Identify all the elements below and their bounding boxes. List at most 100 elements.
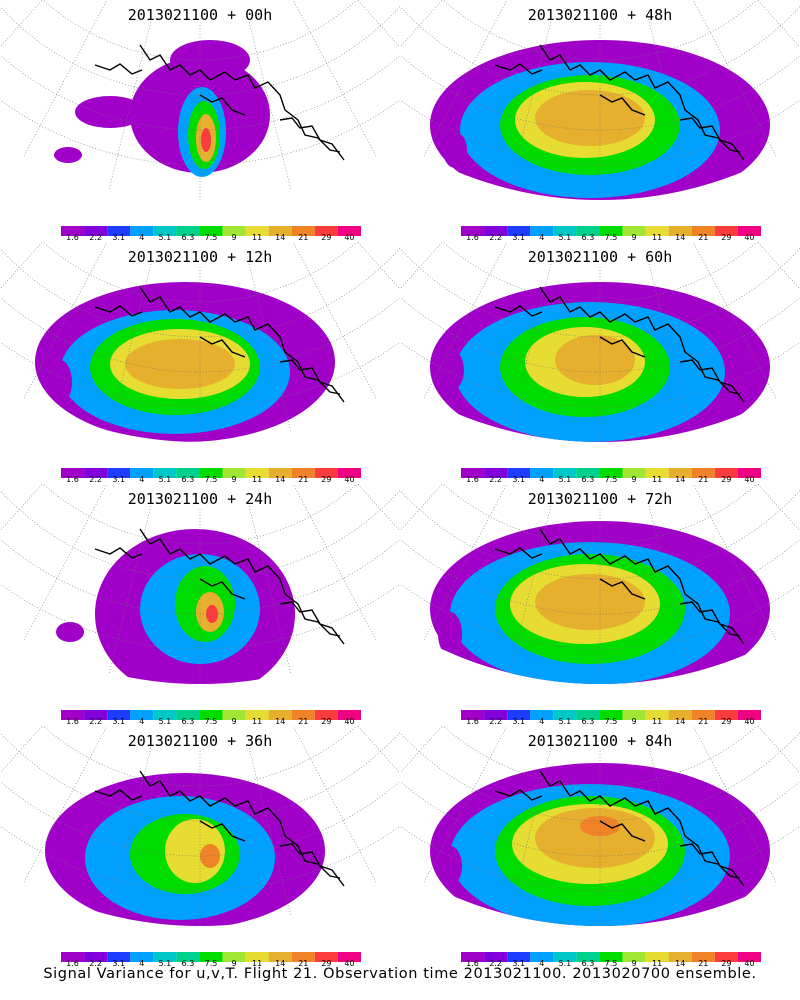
colorbar-label: 6.3 <box>581 717 595 726</box>
variance-contour <box>535 90 645 146</box>
colorbar-label: 3.1 <box>512 959 526 968</box>
colorbar-label: 40 <box>344 717 355 726</box>
colorbar: 1.6 2.2 3.1 4 5.1 6.3 7.5 9 11 14 21 29 40 <box>460 222 762 245</box>
colorbar-label: 21 <box>298 233 309 242</box>
colorbar-swatch <box>84 226 108 236</box>
coastlines <box>494 528 745 645</box>
colorbar-swatch <box>530 952 554 962</box>
colorbar-label: 40 <box>744 233 755 242</box>
colorbar-swatch <box>507 710 531 720</box>
colorbar-label: 9 <box>231 233 237 242</box>
colorbar-label: 6.3 <box>581 233 595 242</box>
colorbar-swatch <box>84 468 108 478</box>
map-field <box>0 484 400 685</box>
variance-contour <box>48 842 72 874</box>
colorbar-swatch <box>645 468 669 478</box>
colorbar-swatch <box>553 468 577 478</box>
colorbar-label: 3.1 <box>512 233 526 242</box>
map-panel: 2013021100 + 00h 1.6 2.2 3.1 4 5.1 6.3 7.5 9 11 14… <box>0 0 400 250</box>
colorbar-swatch <box>553 710 577 720</box>
coastlines <box>94 286 345 403</box>
colorbar-label: 5.1 <box>558 475 572 484</box>
variance-contour <box>48 360 72 404</box>
colorbar-label: 2.2 <box>89 717 102 726</box>
colorbar-swatch <box>337 468 361 478</box>
graticule <box>0 0 400 200</box>
graticule <box>400 242 800 442</box>
colorbar-swatch <box>507 468 531 478</box>
colorbar-swatch <box>576 710 600 720</box>
colorbar-swatch <box>268 710 292 720</box>
colorbar-swatch <box>268 468 292 478</box>
colorbar-swatch <box>107 226 131 236</box>
map-field <box>0 726 400 927</box>
panel-title: 2013021100 + 36h <box>127 732 273 750</box>
coastlines <box>94 528 345 645</box>
colorbar-label: 29 <box>321 959 332 968</box>
colorbar-swatch <box>130 952 154 962</box>
colorbar-swatch <box>668 952 692 962</box>
map-field <box>400 242 800 443</box>
colorbar: 1.6 2.2 3.1 4 5.1 6.3 7.5 9 11 14 21 29 40 <box>60 464 362 487</box>
colorbar-label: 5.1 <box>558 233 572 242</box>
colorbar-label: 7.5 <box>604 475 618 484</box>
colorbar-label: 40 <box>744 475 755 484</box>
map-panel: 2013021100 + 48h 1.6 2.2 3.1 4 5.1 6.3 7.5 9 11 14… <box>400 0 800 250</box>
colorbar-swatch <box>553 226 577 236</box>
colorbar-swatch <box>668 226 692 236</box>
colorbar-swatch <box>576 226 600 236</box>
colorbar-swatch <box>461 952 485 962</box>
colorbar-label: 3.1 <box>112 959 126 968</box>
colorbar-swatch <box>737 468 761 478</box>
colorbar-swatch <box>245 226 269 236</box>
colorbar-swatch <box>337 952 361 962</box>
colorbar-label: 9 <box>631 717 637 726</box>
colorbar-label: 11 <box>252 959 263 968</box>
map-field <box>400 726 800 927</box>
colorbar-label: 1.6 <box>466 475 479 484</box>
variance-contour <box>56 622 84 642</box>
colorbar-label: 14 <box>275 959 286 968</box>
colorbar-swatch <box>314 710 338 720</box>
colorbar-label: 40 <box>744 717 755 726</box>
colorbar-label: 6.3 <box>181 717 195 726</box>
colorbar-label: 21 <box>298 717 309 726</box>
colorbar: 1.6 2.2 3.1 4 5.1 6.3 7.5 9 11 14 21 29 40 <box>460 706 762 729</box>
colorbar-swatch <box>245 952 269 962</box>
colorbar-swatch <box>153 226 177 236</box>
colorbar-swatch <box>61 952 85 962</box>
colorbar-swatch <box>337 710 361 720</box>
colorbar-swatch <box>107 710 131 720</box>
colorbar-swatch <box>645 952 669 962</box>
colorbar-swatch <box>314 468 338 478</box>
colorbar-label: 40 <box>344 959 355 968</box>
colorbar-swatch <box>222 468 246 478</box>
colorbar-label: 21 <box>698 475 709 484</box>
colorbar-label: 7.5 <box>604 959 618 968</box>
graticule <box>400 726 800 926</box>
colorbar-swatch <box>622 710 646 720</box>
colorbar-label: 29 <box>321 717 332 726</box>
colorbar-label: 9 <box>631 233 637 242</box>
colorbar-swatch <box>199 226 223 236</box>
colorbar-swatch <box>737 226 761 236</box>
panel-title: 2013021100 + 00h <box>127 6 273 24</box>
graticule <box>0 242 400 442</box>
colorbar-label: 40 <box>344 475 355 484</box>
colorbar-label: 21 <box>298 475 309 484</box>
colorbar-label: 5.1 <box>158 475 172 484</box>
variance-contour <box>535 808 655 868</box>
colorbar-label: 11 <box>252 717 263 726</box>
colorbar-swatch <box>530 468 554 478</box>
colorbar-label: 7.5 <box>204 717 218 726</box>
colorbar-label: 40 <box>344 233 355 242</box>
colorbar-swatch <box>714 226 738 236</box>
colorbar-label: 7.5 <box>604 233 618 242</box>
colorbar-swatch <box>245 468 269 478</box>
colorbar-swatch <box>737 952 761 962</box>
variance-contour <box>438 612 462 656</box>
colorbar-label: 6.3 <box>181 475 195 484</box>
colorbar-label: 29 <box>721 717 732 726</box>
colorbar-swatch <box>153 710 177 720</box>
colorbar-swatch <box>245 710 269 720</box>
